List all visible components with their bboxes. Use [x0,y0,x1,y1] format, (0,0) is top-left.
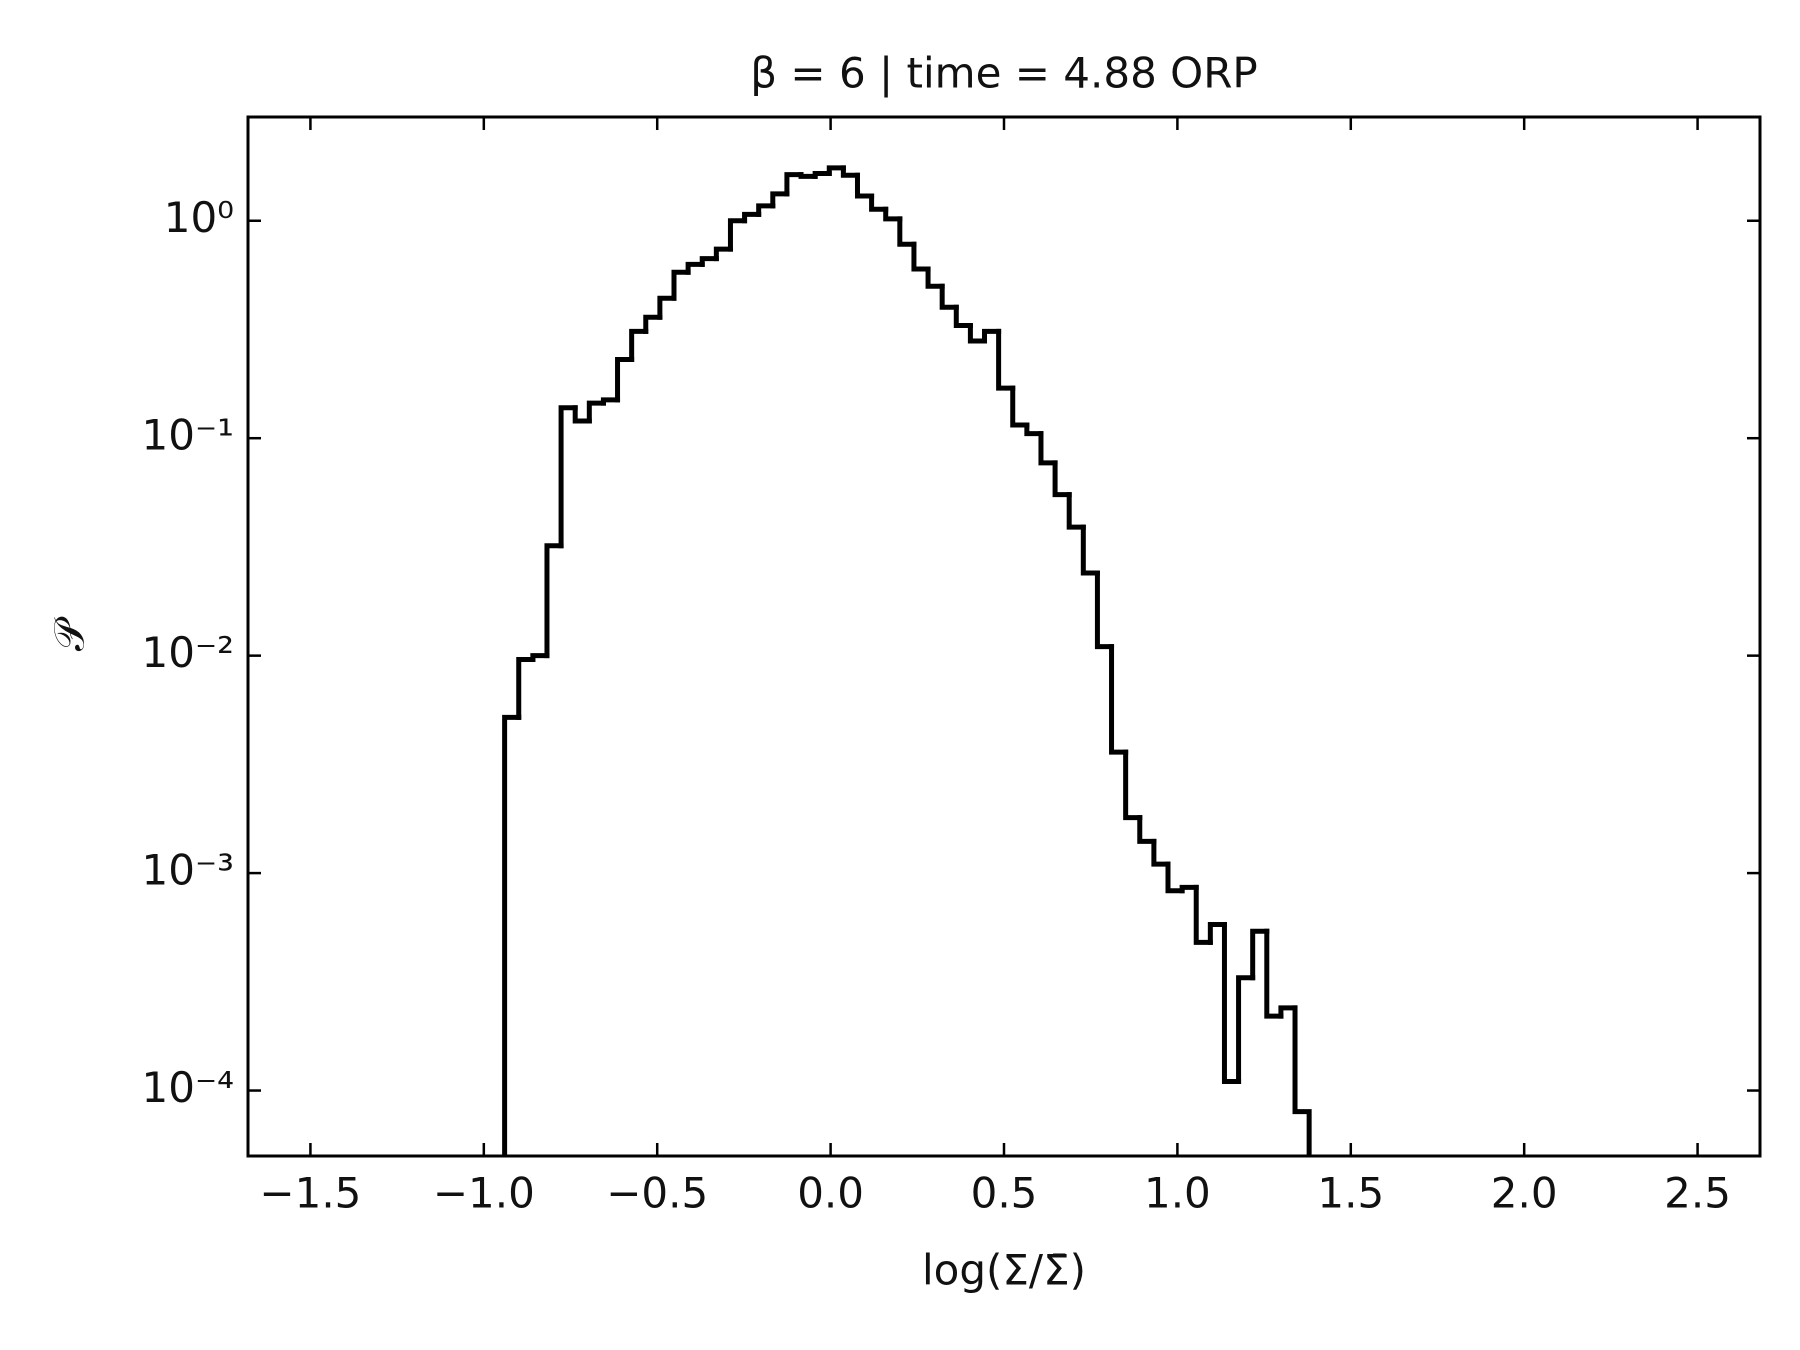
y-tick-label: 10⁻³ [142,846,234,895]
histogram-step [1165,861,1185,894]
histogram-step [798,172,818,179]
histogram-step [530,653,550,662]
histogram-step [1024,422,1044,437]
histogram-step [939,283,959,310]
axes-frame [246,115,1762,1158]
histogram-step [1236,975,1256,1085]
histogram-step [572,405,592,424]
histogram-step [1193,884,1213,945]
histogram-step [657,295,677,320]
histogram-step [1179,884,1199,894]
histogram-step [1250,928,1270,981]
histogram-step [1094,570,1115,650]
histogram-step [671,269,691,301]
histogram-step [996,328,1016,391]
histogram-step [784,172,804,197]
x-tick-label: 0.0 [797,1169,864,1218]
histogram-step [685,261,705,275]
histogram-step [558,405,578,549]
histogram-step [1221,922,1242,1085]
histogram-step [516,657,536,720]
y-tick-label: 10⁰ [164,193,234,242]
x-tick-label: −1.5 [259,1169,361,1218]
histogram-step [1264,928,1284,1019]
histogram-step [1123,749,1143,821]
histogram-step [897,216,917,247]
histogram-step [643,314,663,334]
histogram-step [925,266,945,289]
histogram-step [502,714,522,1156]
histogram-step [756,203,776,217]
histogram-step [883,206,903,222]
histogram-step [911,241,931,272]
histogram-step [600,397,621,406]
histogram-step [1151,838,1171,867]
y-tick-label: 10⁻¹ [142,411,234,460]
histogram-step [1052,460,1072,498]
histogram-step [770,191,790,209]
histogram-step [967,322,988,344]
histogram-step [869,193,889,212]
histogram-step [1278,1005,1298,1019]
x-tick-label: −1.0 [433,1169,535,1218]
y-tick-label: 10⁻⁴ [142,1063,234,1112]
histogram-step [629,328,649,363]
histogram-step [1080,524,1100,576]
histogram-step [713,246,733,262]
y-tick-label: 10⁻² [142,628,234,677]
histogram-step [953,304,973,328]
x-tick-label: 2.5 [1664,1169,1731,1218]
x-tick-label: 1.0 [1144,1169,1211,1218]
histogram-step [1137,815,1157,844]
histogram-step [699,256,719,267]
chart-title: β = 6 | time = 4.88 ORP [750,49,1258,98]
histogram-step [840,165,860,178]
histogram-step [727,218,748,252]
x-tick-label: 0.5 [971,1169,1038,1218]
histogram-step [1066,492,1086,530]
x-tick-label: 1.5 [1317,1169,1384,1218]
histogram-step [854,172,875,199]
histogram-step [742,211,762,224]
plot-area [502,165,1312,1156]
y-axis-label: 𝒫 [45,616,94,651]
x-tick-label: −0.5 [606,1169,708,1218]
histogram-step [1109,644,1129,755]
histogram-step [544,543,564,659]
histogram-step [812,170,832,179]
histogram-step [615,357,635,403]
histogram-step [1010,385,1030,428]
histogram-step [982,328,1002,344]
histogram-step [826,165,846,176]
histogram-step [1207,922,1227,945]
x-axis-label: log(Σ/Σ̄) [922,1246,1086,1295]
histogram-step [1292,1005,1312,1156]
histogram-step [586,400,606,424]
histogram-step [1038,431,1058,466]
x-tick-label: 2.0 [1491,1169,1558,1218]
